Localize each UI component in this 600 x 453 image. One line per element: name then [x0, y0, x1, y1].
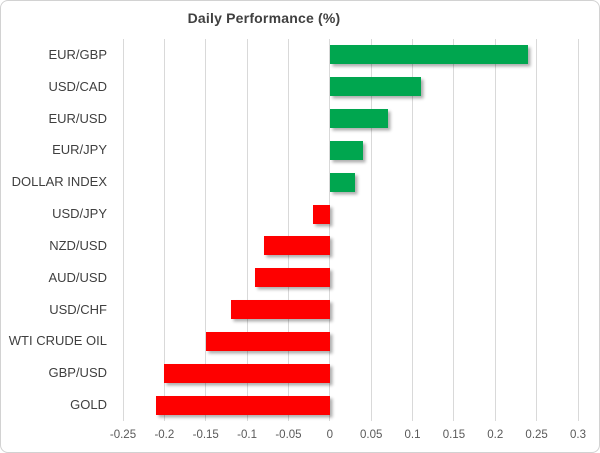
tick-label: -0.05 [275, 429, 302, 441]
category-label: USD/JPY [52, 206, 107, 222]
plot-area [122, 39, 579, 421]
bar-usd-jpy [313, 204, 330, 224]
bar-dollar-index [329, 172, 355, 192]
bar-wti-crude-oil [205, 331, 330, 351]
category-label: GBP/USD [48, 365, 107, 381]
tick-label: 0.3 [570, 429, 586, 441]
gridline [329, 39, 331, 421]
gridline [205, 39, 207, 421]
gridline [577, 39, 579, 421]
gridline [246, 39, 248, 421]
bar-gold [156, 395, 330, 415]
bar-nzd-usd [263, 236, 330, 256]
gridline [494, 39, 496, 421]
tick-label: 0.2 [487, 429, 504, 441]
tick-label: -0.15 [192, 429, 219, 441]
gridline [412, 39, 414, 421]
gridline [287, 39, 289, 421]
bar-usd-cad [329, 77, 421, 97]
gridline [370, 39, 372, 421]
category-label: WTI CRUDE OIL [8, 333, 107, 349]
bar-eur-gbp [329, 45, 529, 65]
category-label: USD/CAD [48, 78, 107, 94]
gridline [122, 39, 124, 421]
bar-eur-usd [329, 109, 388, 129]
chart-title: Daily Performance (%) [187, 10, 341, 26]
category-label: GOLD [70, 397, 107, 413]
category-label: NZD/USD [49, 237, 107, 253]
category-label: DOLLAR INDEX [11, 174, 107, 190]
category-label: EUR/USD [48, 110, 107, 126]
tick-label: -0.2 [154, 429, 175, 441]
bar-usd-chf [230, 300, 330, 320]
value-axis: -0.25 -0.2 -0.15 -0.1 -0.05 0 0.05 0.1 0.15 0.2 0.… [1, 427, 599, 445]
tick-label: 0 [326, 429, 334, 441]
category-label: EUR/JPY [52, 142, 107, 158]
gridline [536, 39, 538, 421]
gridline [163, 39, 165, 421]
bar-aud-usd [255, 268, 330, 288]
tick-label: -0.1 [237, 429, 257, 441]
category-axis: EUR/GBP USD/CAD EUR/USD EUR/JPY DOLLAR INDEX… [1, 39, 107, 421]
gridline [453, 39, 455, 421]
bar-gbp-usd [164, 363, 330, 383]
tick-label: 0.1 [404, 429, 421, 441]
tick-label: -0.25 [109, 429, 137, 441]
tick-label: 0.05 [359, 429, 383, 441]
bar-eur-jpy [329, 140, 363, 160]
tick-label: 0.25 [525, 429, 548, 441]
category-label: USD/CHF [49, 301, 107, 317]
tick-label: 0.15 [442, 429, 466, 441]
category-label: EUR/GBP [48, 46, 107, 62]
category-label: AUD/USD [48, 269, 107, 285]
